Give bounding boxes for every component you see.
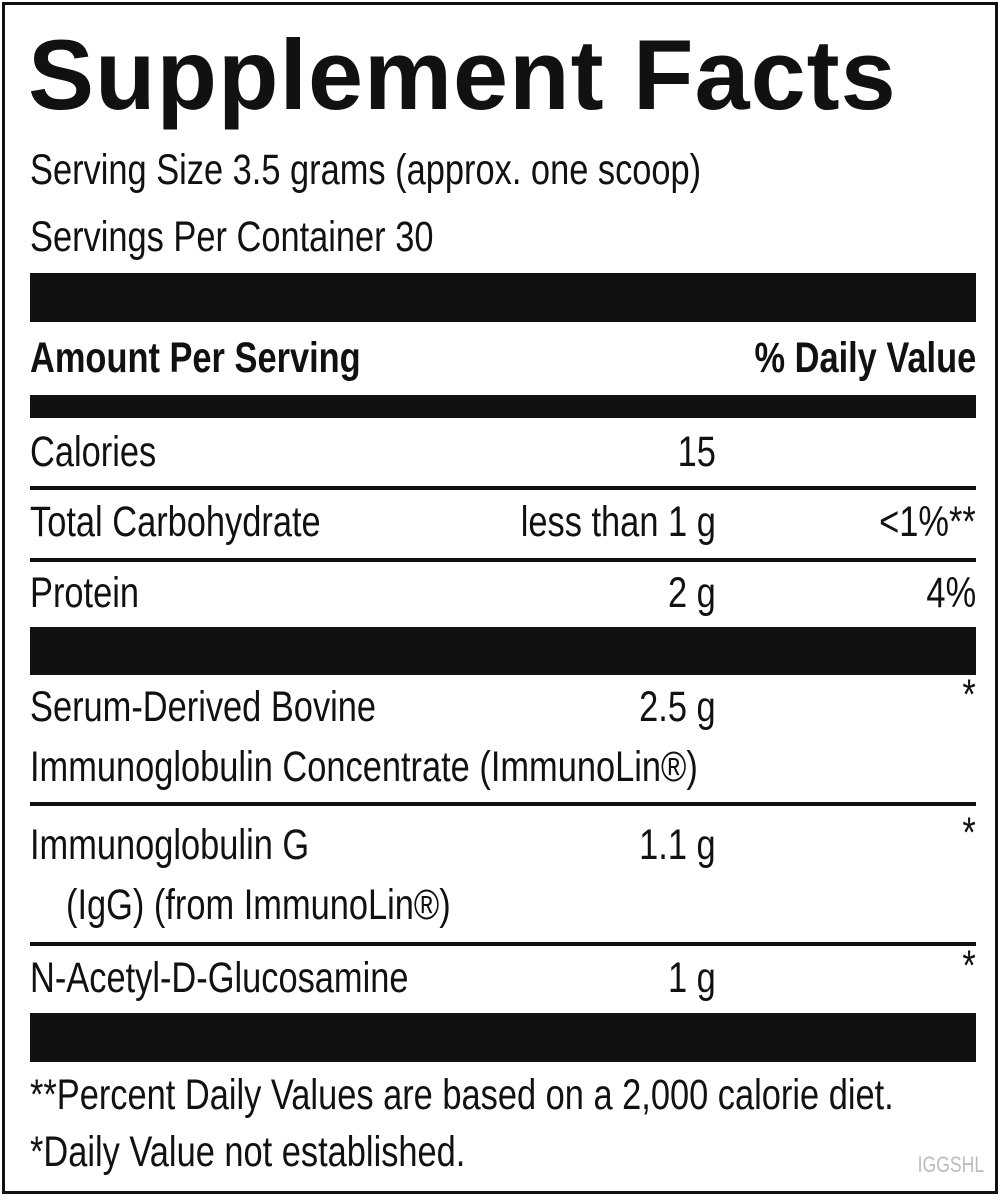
- divider-bar: [30, 627, 976, 675]
- serving-size: Serving Size 3.5 grams (approx. one scoo…: [30, 146, 702, 194]
- divider-bar: [30, 273, 976, 322]
- row-rule: [30, 558, 976, 562]
- nutrient-name: Protein: [30, 569, 139, 617]
- servings-per-container: Servings Per Container 30: [30, 213, 434, 261]
- daily-value: 4%: [926, 569, 976, 617]
- divider-bar: [30, 1013, 976, 1062]
- row-rule: [30, 942, 976, 946]
- amount: 2.5 g: [639, 683, 716, 731]
- product-code: IGGSHL: [917, 1152, 984, 1177]
- amount: 1 g: [668, 954, 716, 1002]
- divider-bar: [30, 395, 976, 418]
- nutrient-name: Immunoglobulin Concentrate (ImmunoLin®): [30, 743, 698, 791]
- amount: 1.1 g: [639, 821, 716, 869]
- daily-value: *: [962, 671, 976, 719]
- nutrient-name: Calories: [30, 428, 157, 476]
- amount: less than 1 g: [520, 498, 716, 546]
- row-rule: [30, 486, 976, 490]
- amount: 15: [677, 428, 716, 476]
- amount: 2 g: [668, 569, 716, 617]
- title: Supplement Facts: [28, 19, 897, 130]
- footnote: *Daily Value not established.: [30, 1128, 466, 1176]
- daily-value-header: % Daily Value: [754, 334, 976, 382]
- nutrient-name: Serum-Derived Bovine: [30, 683, 377, 731]
- daily-value: *: [962, 942, 976, 990]
- daily-value: *: [962, 809, 976, 857]
- nutrient-name: Immunoglobulin G: [30, 821, 310, 869]
- amount-header: Amount Per Serving: [30, 334, 361, 382]
- row-rule: [30, 802, 976, 806]
- footnote: **Percent Daily Values are based on a 2,…: [30, 1071, 894, 1119]
- nutrient-name: (IgG) (from ImmunoLin®): [66, 881, 451, 929]
- daily-value: <1%**: [879, 498, 976, 546]
- nutrient-name: Total Carbohydrate: [30, 498, 321, 546]
- nutrient-name: N-Acetyl-D-Glucosamine: [30, 954, 409, 1002]
